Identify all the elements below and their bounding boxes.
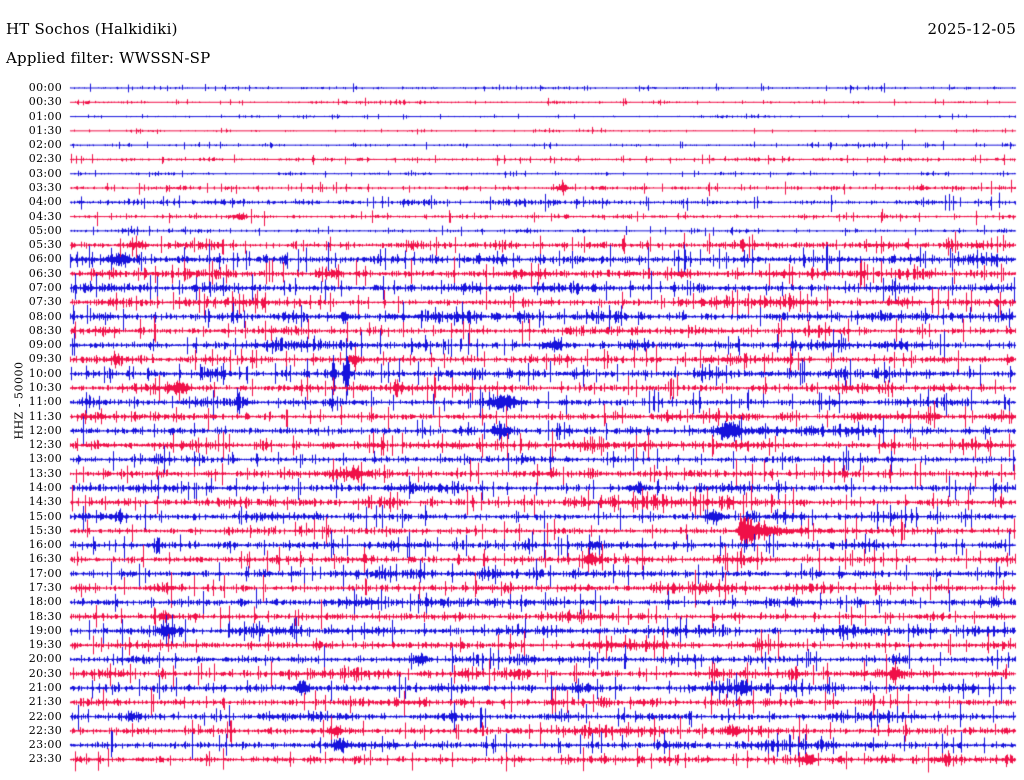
row-time-label: 04:30 (28, 209, 62, 223)
row-time-label: 12:00 (28, 423, 62, 437)
row-time-label: 00:30 (28, 95, 62, 109)
row-time-label: 10:00 (28, 366, 62, 380)
row-time-label: 05:30 (28, 238, 62, 252)
row-time-label: 06:00 (28, 252, 62, 266)
row-time-label: 03:00 (28, 166, 62, 180)
row-time-label: 15:30 (28, 523, 62, 537)
row-time-label: 18:30 (28, 609, 62, 623)
row-time-label: 10:30 (28, 381, 62, 395)
row-time-label: 21:30 (28, 695, 62, 709)
row-time-label: 02:00 (28, 138, 62, 152)
row-time-label: 22:30 (28, 723, 62, 737)
row-time-label: 19:30 (28, 638, 62, 652)
row-time-label: 20:30 (28, 666, 62, 680)
row-time-label: 07:30 (28, 295, 62, 309)
row-time-label: 18:00 (28, 595, 62, 609)
row-time-label: 00:00 (28, 81, 62, 94)
row-time-label: 09:30 (28, 352, 62, 366)
row-time-label: 11:00 (28, 395, 62, 409)
row-time-label: 22:00 (28, 709, 62, 723)
row-time-label: 17:30 (28, 581, 62, 595)
row-time-label: 12:30 (28, 438, 62, 452)
row-time-label: 16:30 (28, 552, 62, 566)
row-time-label: 11:30 (28, 409, 62, 423)
row-time-label: 21:00 (28, 681, 62, 695)
row-time-label: 15:00 (28, 509, 62, 523)
row-time-label: 01:30 (28, 123, 62, 137)
row-time-label: 08:30 (28, 323, 62, 337)
row-time-label: 06:30 (28, 266, 62, 280)
row-time-label: 20:00 (28, 652, 62, 666)
row-time-label: 04:00 (28, 195, 62, 209)
row-time-label: 05:00 (28, 223, 62, 237)
row-time-label: 07:00 (28, 281, 62, 295)
row-time-label: 13:30 (28, 466, 62, 480)
row-time-label: 16:00 (28, 538, 62, 552)
row-time-label: 23:00 (28, 738, 62, 752)
row-time-label: 14:00 (28, 481, 62, 495)
row-time-label: 01:00 (28, 109, 62, 123)
row-time-label: 23:30 (28, 752, 62, 766)
row-time-label: 17:00 (28, 566, 62, 580)
time-axis: 00:00 00:30 01:00 01:30 02:00 02:30 03:00 03:30… (0, 0, 62, 780)
row-time-label: 19:00 (28, 623, 62, 637)
row-time-label: 02:30 (28, 152, 62, 166)
row-time-label: 13:00 (28, 452, 62, 466)
row-time-label: 09:00 (28, 338, 62, 352)
row-time-label: 14:30 (28, 495, 62, 509)
row-time-label: 08:00 (28, 309, 62, 323)
row-time-label: 03:30 (28, 181, 62, 194)
